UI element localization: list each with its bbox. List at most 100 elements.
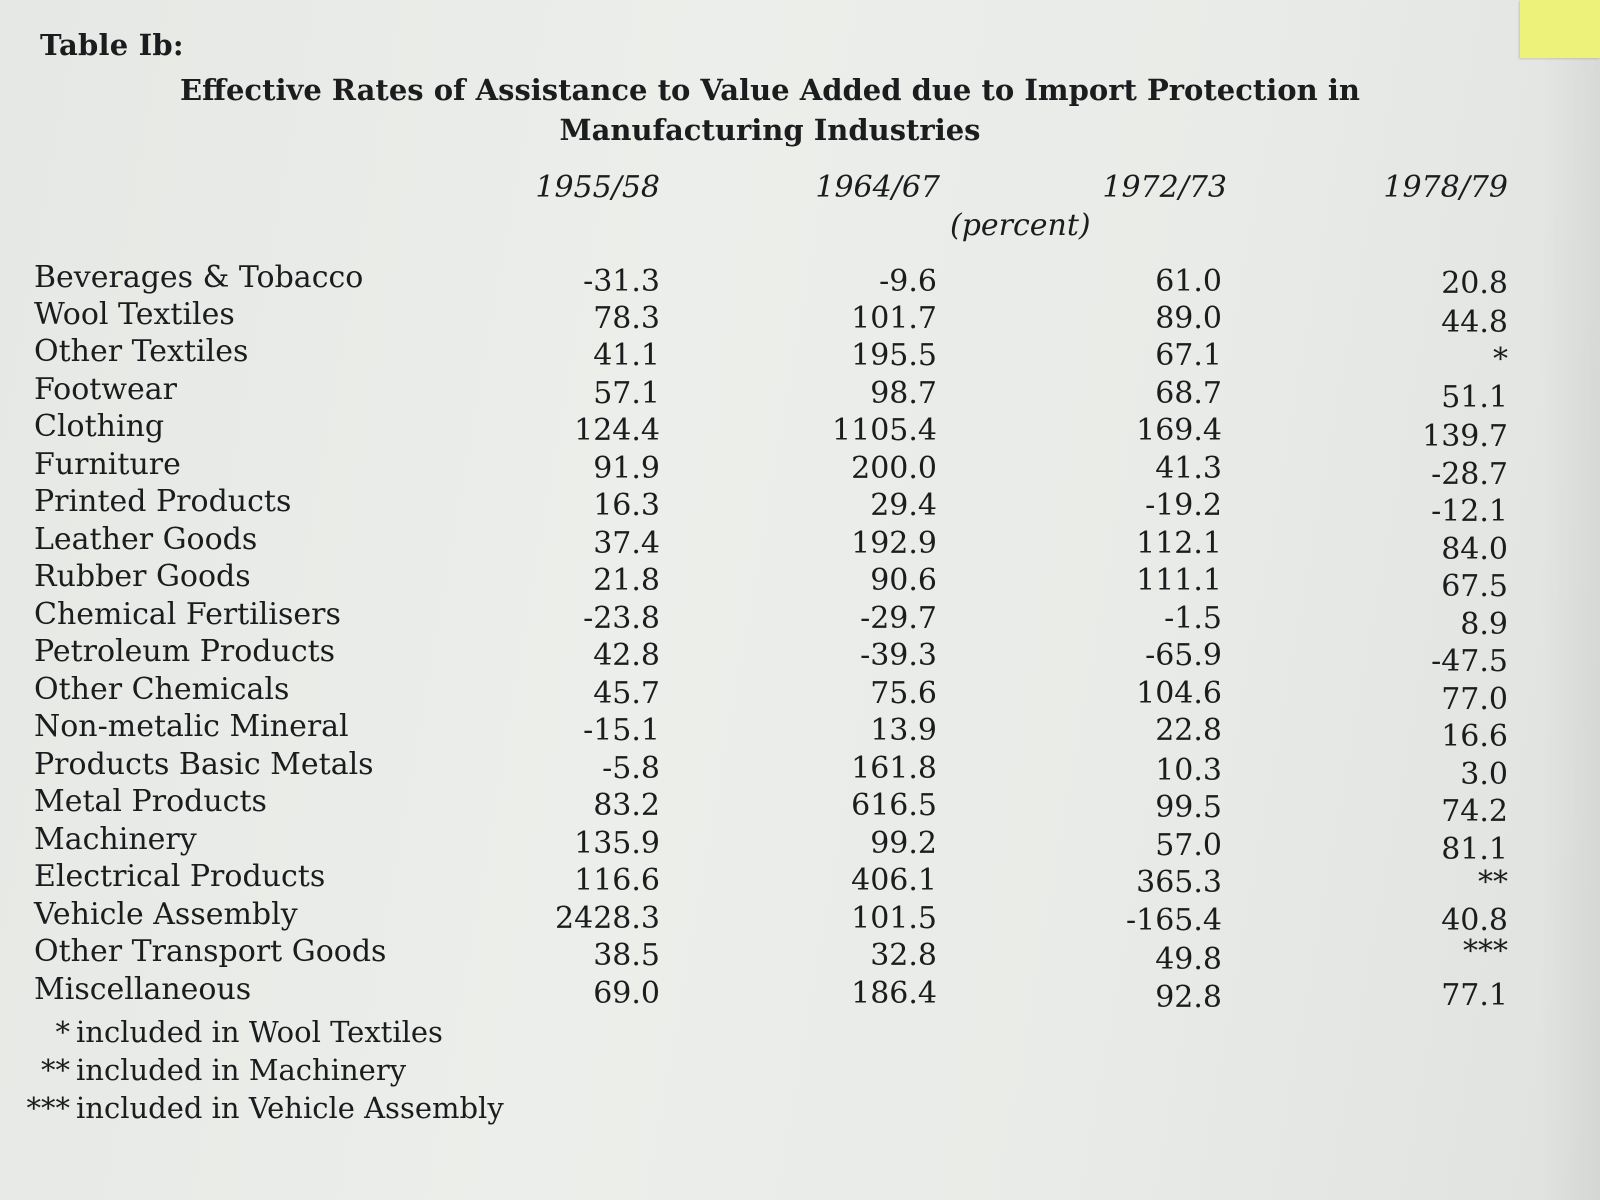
table-cell: 41.3 xyxy=(1155,451,1222,486)
table-cell: -28.7 xyxy=(1431,457,1508,492)
table-cell: 161.8 xyxy=(851,751,937,786)
footnote-text: included in Wool Textiles xyxy=(76,1015,443,1049)
table-cell: 69.0 xyxy=(593,976,660,1011)
table-cell: 20.8 xyxy=(1441,266,1508,301)
row-label: Footwear xyxy=(34,372,178,407)
table-cell: 37.4 xyxy=(593,526,660,561)
row-label: Other Transport Goods xyxy=(34,934,387,969)
table-cell: * xyxy=(1493,342,1508,377)
table-cell: 67.5 xyxy=(1441,569,1508,604)
table-cell: 104.6 xyxy=(1136,676,1222,711)
table-cell: 91.9 xyxy=(593,451,660,486)
table-cell: -19.2 xyxy=(1145,488,1222,523)
row-label: Beverages & Tobacco xyxy=(34,260,364,295)
table-cell: 61.0 xyxy=(1155,264,1222,299)
table-cell: 111.1 xyxy=(1136,563,1222,598)
footnote-text: included in Machinery xyxy=(76,1053,407,1087)
row-label: Chemical Fertilisers xyxy=(34,597,341,632)
footnote: ** included in Machinery xyxy=(24,1053,406,1087)
table-cell: 84.0 xyxy=(1441,532,1508,567)
table-cell: -1.5 xyxy=(1164,601,1222,636)
row-label: Miscellaneous xyxy=(34,972,252,1007)
footnote: * included in Wool Textiles xyxy=(24,1015,443,1049)
table-cell: 8.9 xyxy=(1460,607,1508,642)
table-cell: 77.0 xyxy=(1441,682,1508,717)
table-cell: 75.6 xyxy=(870,676,937,711)
footnote-mark: *** xyxy=(26,1091,71,1125)
row-label: Petroleum Products xyxy=(34,634,336,669)
table-cell: 81.1 xyxy=(1441,832,1508,867)
sticky-note xyxy=(1520,0,1600,58)
row-label: Furniture xyxy=(34,447,181,482)
table-cell: 99.5 xyxy=(1155,790,1222,825)
table-cell: 32.8 xyxy=(870,938,937,973)
footnote-mark: * xyxy=(55,1015,71,1049)
row-label: Rubber Goods xyxy=(34,559,251,594)
column-header-1964-67: 1964/67 xyxy=(815,170,940,205)
table-cell: 616.5 xyxy=(851,788,937,823)
row-label: Metal Products xyxy=(34,784,267,819)
table-cell: 195.5 xyxy=(851,338,937,373)
table-cell: 42.8 xyxy=(593,638,660,673)
table-cell: ** xyxy=(1478,865,1508,900)
table-cell: 116.6 xyxy=(574,863,660,898)
column-header-1972-73: 1972/73 xyxy=(1102,170,1227,205)
table-cell: 186.4 xyxy=(851,976,937,1011)
table-cell: -5.8 xyxy=(602,751,660,786)
table-cell: 124.4 xyxy=(574,413,660,448)
table-cell: 406.1 xyxy=(851,863,937,898)
table-cell: 192.9 xyxy=(851,526,937,561)
table-cell: 3.0 xyxy=(1460,757,1508,792)
row-label: Clothing xyxy=(34,409,165,444)
table-cell: 83.2 xyxy=(593,788,660,823)
table-cell: -39.3 xyxy=(860,638,937,673)
footnote: *** included in Vehicle Assembly xyxy=(24,1091,504,1125)
row-label: Other Textiles xyxy=(34,334,249,369)
row-label: Printed Products xyxy=(34,484,292,519)
row-label: Vehicle Assembly xyxy=(34,897,298,932)
row-label: Non-metalic Mineral xyxy=(34,709,349,744)
table-cell: 169.4 xyxy=(1136,413,1222,448)
table-cell: 40.8 xyxy=(1441,903,1508,938)
table-cell: 68.7 xyxy=(1155,376,1222,411)
table-cell: -65.9 xyxy=(1145,638,1222,673)
table-cell: 51.1 xyxy=(1441,380,1508,415)
table-cell: 16.6 xyxy=(1441,719,1508,754)
column-header-1955-58: 1955/58 xyxy=(535,170,660,205)
table-cell: 101.7 xyxy=(851,301,937,336)
table-cell: 112.1 xyxy=(1136,526,1222,561)
row-label: Wool Textiles xyxy=(34,297,235,332)
table-cell: 200.0 xyxy=(851,451,937,486)
table-cell: 41.1 xyxy=(593,338,660,373)
table-cell: 98.7 xyxy=(870,376,937,411)
table-cell: 45.7 xyxy=(593,676,660,711)
table-cell: 139.7 xyxy=(1422,419,1508,454)
table-cell: -47.5 xyxy=(1431,644,1508,679)
table-cell: 21.8 xyxy=(593,563,660,598)
footnote-mark: ** xyxy=(41,1053,70,1087)
row-label: Leather Goods xyxy=(34,522,258,557)
table-cell: 89.0 xyxy=(1155,301,1222,336)
table-cell: -23.8 xyxy=(583,601,660,636)
table-cell: 92.8 xyxy=(1155,980,1222,1015)
table-cell: 22.8 xyxy=(1155,713,1222,748)
table-cell: 67.1 xyxy=(1155,338,1222,373)
row-label: Products Basic Metals xyxy=(34,747,374,782)
table-cell: 78.3 xyxy=(593,301,660,336)
table-cell: 57.1 xyxy=(593,376,660,411)
table-cell: -165.4 xyxy=(1125,903,1222,938)
table-cell: 29.4 xyxy=(870,488,937,523)
table-cell: 13.9 xyxy=(870,713,937,748)
table-cell: 1105.4 xyxy=(832,413,937,448)
table-title: Effective Rates of Assistance to Value A… xyxy=(180,73,1360,147)
table-cell: -29.7 xyxy=(860,601,937,636)
table-cell: -31.3 xyxy=(583,264,660,299)
table-cell: 44.8 xyxy=(1441,305,1508,340)
row-label: Other Chemicals xyxy=(34,672,290,707)
column-header-1978-79: 1978/79 xyxy=(1383,170,1508,205)
table-cell: -15.1 xyxy=(583,713,660,748)
unit-label: (percent) xyxy=(950,208,1091,243)
table-cell: 77.1 xyxy=(1441,978,1508,1013)
table-cell: 99.2 xyxy=(870,826,937,861)
footnote-text: included in Vehicle Assembly xyxy=(76,1091,504,1125)
